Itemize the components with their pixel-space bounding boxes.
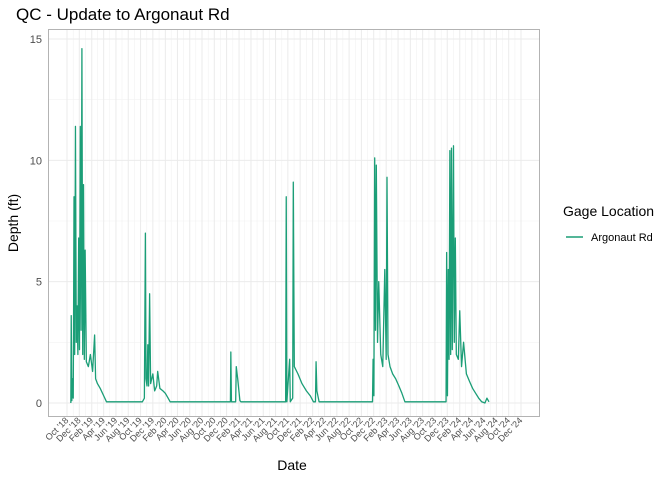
grid-major [48, 29, 539, 416]
legend-label-argonaut-rd: Argonaut Rd [591, 232, 653, 244]
plot-panel-border [48, 29, 540, 417]
y-tick-label: 15 [30, 34, 42, 46]
chart-title: QC - Update to Argonaut Rd [16, 5, 230, 24]
series-line-argonaut-rd [70, 48, 490, 404]
grid-minor [48, 29, 539, 416]
y-tick-label: 5 [36, 277, 42, 289]
legend-title: Gage Location [563, 203, 654, 219]
legend: Gage Location Argonaut Rd [563, 203, 654, 244]
x-axis-title: Date [277, 457, 307, 473]
y-tick-label: 0 [36, 398, 42, 410]
y-axis-ticks: 0 5 10 15 [30, 34, 42, 410]
y-tick-label: 10 [30, 155, 42, 167]
y-axis-title: Depth (ft) [5, 194, 21, 252]
series-layer [70, 48, 490, 404]
